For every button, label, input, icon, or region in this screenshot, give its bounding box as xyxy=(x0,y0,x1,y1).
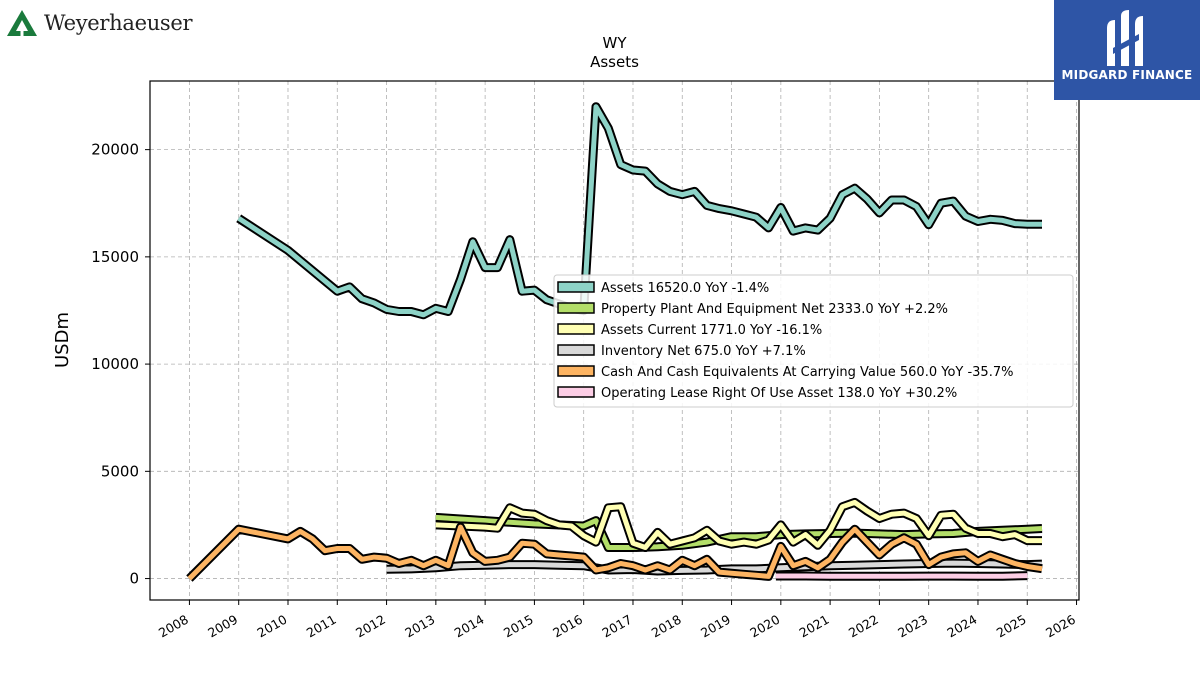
series-operating-lease-right-of-use-asset-line xyxy=(775,573,1028,579)
y-tick-label: 5000 xyxy=(101,462,139,480)
legend-box xyxy=(553,274,1074,408)
x-tick-label: 2012 xyxy=(353,612,388,641)
x-tick-label: 2011 xyxy=(304,612,339,641)
series-assets-line xyxy=(237,104,1042,318)
company-logo: Weyerhaeuser xyxy=(6,6,193,40)
legend-entry: Assets Current 1771.0 YoY -16.1% xyxy=(601,323,822,338)
series-cash-and-cash-equivalents-at-carrying-value xyxy=(186,522,1043,582)
x-tick-label: 2018 xyxy=(649,612,684,641)
company-name: Weyerhaeuser xyxy=(44,11,193,35)
x-tick-label: 2010 xyxy=(254,612,289,641)
legend-entry: Inventory Net 675.0 YoY +7.1% xyxy=(601,344,806,359)
y-tick-label: 0 xyxy=(129,570,139,588)
series-assets xyxy=(236,102,1042,320)
x-tick-label: 2016 xyxy=(550,612,585,641)
chart-subtitle: Assets xyxy=(590,53,639,71)
x-tick-label: 2009 xyxy=(205,612,240,641)
chart-title: WY xyxy=(603,34,628,52)
x-tick-label: 2024 xyxy=(944,612,979,641)
series-layer xyxy=(186,102,1043,582)
series-cash-and-cash-equivalents-at-carrying-value-line xyxy=(187,524,1043,581)
x-tick-label: 2020 xyxy=(747,612,782,641)
x-tick-label: 2019 xyxy=(698,612,733,641)
y-tick-label: 15000 xyxy=(91,248,139,266)
series-assets-current xyxy=(435,497,1042,552)
x-tick-label: 2023 xyxy=(895,612,930,641)
x-tick-label: 2015 xyxy=(501,612,536,641)
legend-entry: Operating Lease Right Of Use Asset 138.0… xyxy=(601,386,957,401)
x-tick-label: 2008 xyxy=(156,612,191,641)
x-tick-label: 2025 xyxy=(994,612,1029,641)
y-axis-label: USDm xyxy=(52,312,73,368)
x-tick-label: 2013 xyxy=(402,612,437,641)
legend-entry: Property Plant And Equipment Net 2333.0 … xyxy=(601,302,948,317)
x-tick-label: 2017 xyxy=(599,612,634,641)
legend: Assets 16520.0 YoY -1.4% Property Plant A… xyxy=(553,274,1074,408)
y-tick-label: 10000 xyxy=(91,355,139,373)
legend-swatch xyxy=(557,386,595,398)
x-tick-label: 2022 xyxy=(846,612,881,641)
legend-entry: Assets 16520.0 YoY -1.4% xyxy=(601,281,769,296)
legend-entry: Cash And Cash Equivalents At Carrying Va… xyxy=(601,365,1013,380)
x-tick-label: 2026 xyxy=(1043,612,1078,641)
midgard-m-icon xyxy=(1107,10,1143,66)
x-tick-label: 2014 xyxy=(452,612,487,641)
series-assets-current-line xyxy=(435,499,1042,550)
series-operating-lease-right-of-use-asset xyxy=(775,571,1028,581)
triangle-tree-icon xyxy=(7,10,37,36)
x-tick-label: 2021 xyxy=(797,612,832,641)
legend-swatch xyxy=(557,323,595,335)
legend-swatch xyxy=(557,365,595,377)
y-tick-label: 20000 xyxy=(91,141,139,159)
publisher-logo: MIDGARD FINANCE xyxy=(1054,0,1200,100)
publisher-name: MIDGARD FINANCE xyxy=(1061,68,1193,82)
legend-swatch xyxy=(557,302,595,314)
legend-swatch xyxy=(557,344,595,356)
plot-frame xyxy=(149,80,1080,601)
legend-swatch xyxy=(557,281,595,293)
